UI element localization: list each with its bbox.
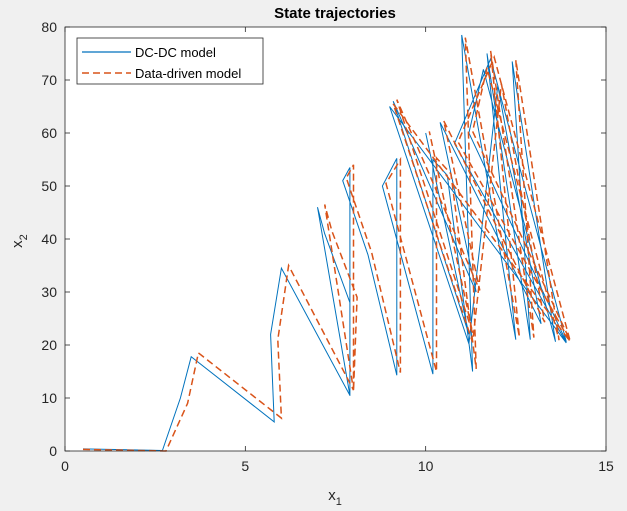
y-tick-label: 0: [49, 443, 57, 459]
x-tick-label: 5: [241, 458, 249, 474]
y-tick-label: 40: [41, 231, 57, 247]
x-tick-label: 10: [418, 458, 434, 474]
y-tick-label: 60: [41, 125, 57, 141]
x-axis-label: x1: [328, 487, 342, 508]
series-line-dc-dc-model: [82, 34, 567, 452]
legend-label-dc-dc-model: DC-DC model: [135, 45, 216, 60]
y-tick-label: 80: [41, 19, 57, 35]
y-tick-label: 70: [41, 72, 57, 88]
x-axis-label-main: x: [328, 487, 336, 504]
series-line-data-driven-model: [82, 37, 571, 452]
legend: DC-DC model Data-driven model: [76, 37, 264, 85]
y-tick-label: 20: [41, 337, 57, 353]
y-tick-label: 10: [41, 390, 57, 406]
x-tick-label: 15: [598, 458, 614, 474]
chart-title: State trajectories: [274, 5, 396, 22]
plot-area: [65, 27, 606, 451]
y-tick-label: 50: [41, 178, 57, 194]
legend-box: [76, 37, 264, 85]
y-axis-label: x2: [9, 234, 30, 248]
x-tick-label: 0: [61, 458, 69, 474]
legend-label-data-driven-model: Data-driven model: [135, 66, 241, 81]
y-axis-label-subscript: 2: [18, 234, 30, 240]
x-axis-label-subscript: 1: [336, 496, 342, 508]
ticks-layer: 0 5 10 15 0 10 20 30 40 50 60 70 80: [41, 19, 614, 474]
y-tick-label: 30: [41, 284, 57, 300]
series-layer: [82, 34, 571, 452]
y-axis-label-main: x: [9, 240, 26, 248]
